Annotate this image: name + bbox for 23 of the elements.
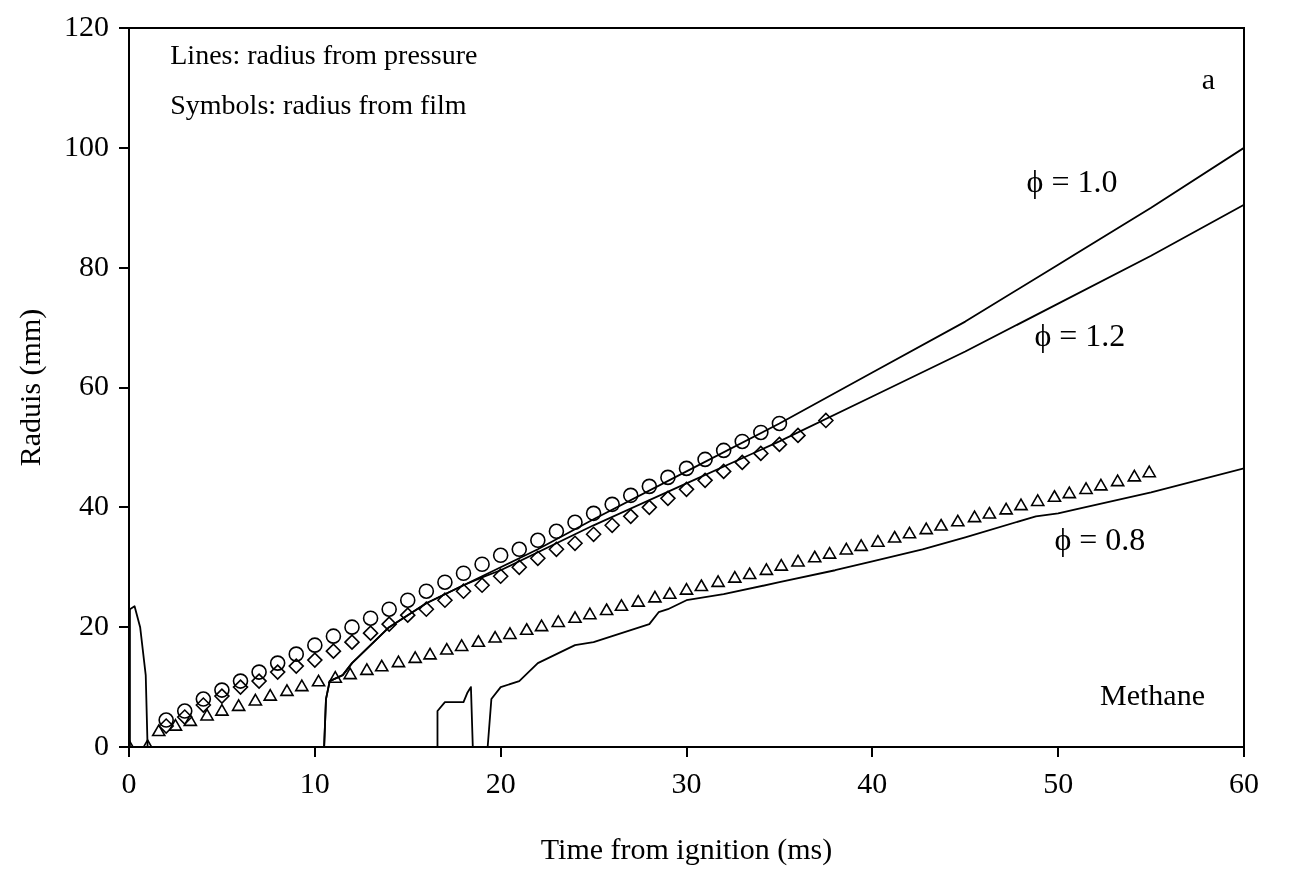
x-tick-label: 20 bbox=[485, 765, 516, 799]
annotation: ϕ = 1.0 bbox=[1026, 162, 1118, 199]
y-tick-label: 60 bbox=[79, 368, 109, 402]
annotation: ϕ = 0.8 bbox=[1054, 521, 1146, 558]
y-tick-label: 80 bbox=[79, 248, 109, 282]
y-tick-label: 0 bbox=[94, 727, 109, 761]
x-tick-label: 40 bbox=[857, 765, 888, 799]
y-tick-label: 100 bbox=[64, 128, 109, 162]
y-tick-label: 20 bbox=[79, 608, 109, 642]
y-axis-title: Raduis (mm) bbox=[12, 308, 47, 467]
annotation: Symbols: radius from film bbox=[170, 89, 467, 121]
x-axis-title: Time from ignition (ms) bbox=[540, 831, 833, 866]
x-tick-label: 50 bbox=[1043, 765, 1074, 799]
x-tick-label: 0 bbox=[121, 765, 137, 799]
annotation: Lines: radius from pressure bbox=[170, 39, 478, 71]
annotation: Methane bbox=[1100, 677, 1205, 711]
x-tick-label: 10 bbox=[299, 765, 330, 799]
x-tick-label: 30 bbox=[671, 765, 702, 799]
x-tick-label: 60 bbox=[1229, 765, 1259, 799]
y-tick-label: 40 bbox=[79, 488, 109, 522]
annotation: a bbox=[1201, 62, 1216, 96]
annotation: ϕ = 1.2 bbox=[1034, 316, 1126, 353]
y-tick-label: 120 bbox=[64, 8, 109, 42]
